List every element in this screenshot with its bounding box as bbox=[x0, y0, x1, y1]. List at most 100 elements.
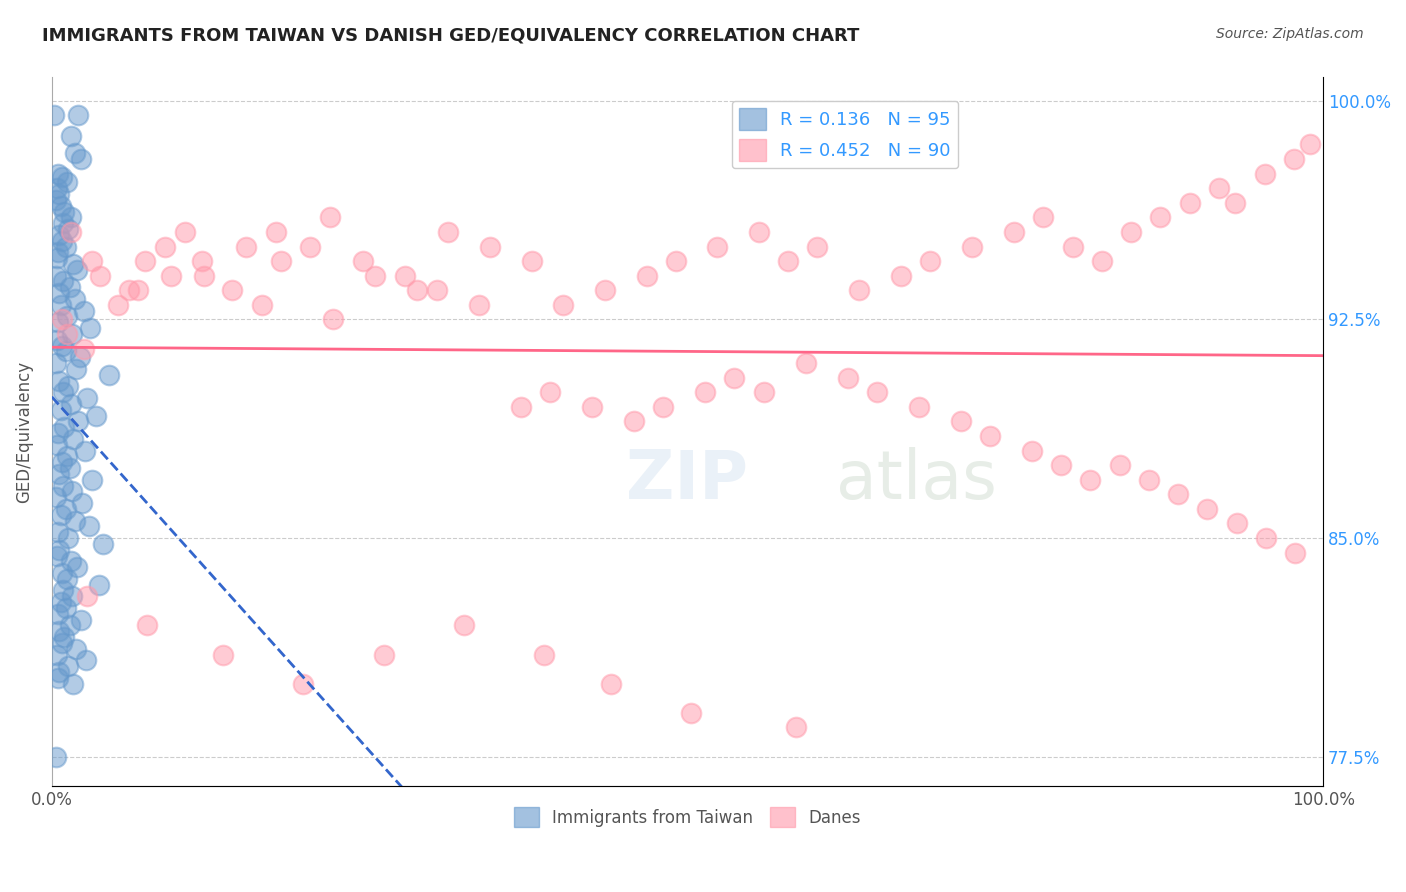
Point bbox=[1282, 152, 1305, 166]
Point bbox=[49, 508, 72, 522]
Point bbox=[51, 566, 73, 580]
Point bbox=[46, 167, 69, 181]
Point bbox=[45, 181, 67, 195]
Point bbox=[70, 152, 93, 166]
Point bbox=[581, 400, 603, 414]
Point bbox=[127, 283, 149, 297]
Point bbox=[1253, 167, 1275, 181]
Point bbox=[1002, 225, 1025, 239]
Point bbox=[107, 298, 129, 312]
Point bbox=[58, 379, 80, 393]
Point bbox=[45, 268, 67, 283]
Point bbox=[352, 254, 374, 268]
Point bbox=[58, 531, 80, 545]
Point bbox=[53, 204, 76, 219]
Point bbox=[48, 665, 70, 679]
Point bbox=[538, 385, 561, 400]
Point bbox=[437, 225, 460, 239]
Point bbox=[1149, 211, 1171, 225]
Point bbox=[794, 356, 817, 370]
Point bbox=[58, 659, 80, 673]
Point bbox=[1167, 487, 1189, 501]
Point bbox=[58, 461, 80, 475]
Point bbox=[212, 648, 235, 662]
Point bbox=[72, 496, 94, 510]
Y-axis label: GED/Equivalency: GED/Equivalency bbox=[15, 360, 32, 503]
Point bbox=[1226, 516, 1249, 531]
Point bbox=[59, 397, 82, 411]
Point bbox=[748, 225, 770, 239]
Point bbox=[44, 108, 66, 122]
Point bbox=[848, 283, 870, 297]
Point bbox=[60, 590, 83, 604]
Point bbox=[837, 370, 859, 384]
Point bbox=[1121, 225, 1143, 239]
Point bbox=[723, 370, 745, 384]
Point bbox=[322, 312, 344, 326]
Point bbox=[373, 648, 395, 662]
Point bbox=[636, 268, 658, 283]
Point bbox=[58, 618, 80, 632]
Point bbox=[87, 577, 110, 591]
Point bbox=[46, 426, 69, 441]
Point bbox=[479, 239, 502, 253]
Point bbox=[949, 414, 972, 428]
Point bbox=[62, 432, 84, 446]
Point bbox=[49, 199, 72, 213]
Point bbox=[62, 677, 84, 691]
Point bbox=[706, 239, 728, 253]
Point bbox=[56, 450, 79, 464]
Point bbox=[752, 385, 775, 400]
Point bbox=[48, 286, 70, 301]
Point bbox=[67, 414, 90, 428]
Point bbox=[509, 400, 531, 414]
Point bbox=[46, 245, 69, 260]
Point bbox=[45, 648, 67, 662]
Point bbox=[46, 607, 69, 621]
Point bbox=[46, 671, 69, 685]
Point bbox=[453, 618, 475, 632]
Point bbox=[56, 572, 79, 586]
Point bbox=[82, 254, 104, 268]
Point bbox=[58, 222, 80, 236]
Text: IMMIGRANTS FROM TAIWAN VS DANISH GED/EQUIVALENCY CORRELATION CHART: IMMIGRANTS FROM TAIWAN VS DANISH GED/EQU… bbox=[42, 27, 859, 45]
Point bbox=[51, 338, 73, 352]
Point bbox=[79, 321, 101, 335]
Point bbox=[65, 641, 87, 656]
Point bbox=[45, 549, 67, 563]
Legend: Immigrants from Taiwan, Danes: Immigrants from Taiwan, Danes bbox=[508, 800, 868, 834]
Point bbox=[695, 385, 717, 400]
Point bbox=[75, 653, 97, 667]
Point bbox=[235, 239, 257, 253]
Point bbox=[60, 326, 83, 341]
Point bbox=[84, 409, 107, 423]
Point bbox=[48, 624, 70, 639]
Point bbox=[56, 310, 79, 324]
Point bbox=[160, 268, 183, 283]
Point bbox=[1254, 531, 1277, 545]
Point bbox=[59, 554, 82, 568]
Point bbox=[52, 583, 75, 598]
Point bbox=[52, 478, 75, 492]
Point bbox=[48, 374, 70, 388]
Point bbox=[193, 268, 215, 283]
Point bbox=[72, 303, 94, 318]
Text: Source: ZipAtlas.com: Source: ZipAtlas.com bbox=[1216, 27, 1364, 41]
Point bbox=[58, 280, 80, 294]
Point bbox=[1178, 195, 1201, 210]
Point bbox=[1091, 254, 1114, 268]
Point bbox=[77, 519, 100, 533]
Text: atlas: atlas bbox=[835, 447, 997, 513]
Point bbox=[56, 175, 79, 189]
Point bbox=[51, 455, 73, 469]
Point bbox=[60, 484, 83, 499]
Point bbox=[776, 254, 799, 268]
Point bbox=[52, 385, 75, 400]
Point bbox=[405, 283, 427, 297]
Point bbox=[45, 193, 67, 207]
Point bbox=[292, 677, 315, 691]
Point bbox=[785, 721, 807, 735]
Point bbox=[1080, 473, 1102, 487]
Point bbox=[1032, 211, 1054, 225]
Point bbox=[46, 315, 69, 329]
